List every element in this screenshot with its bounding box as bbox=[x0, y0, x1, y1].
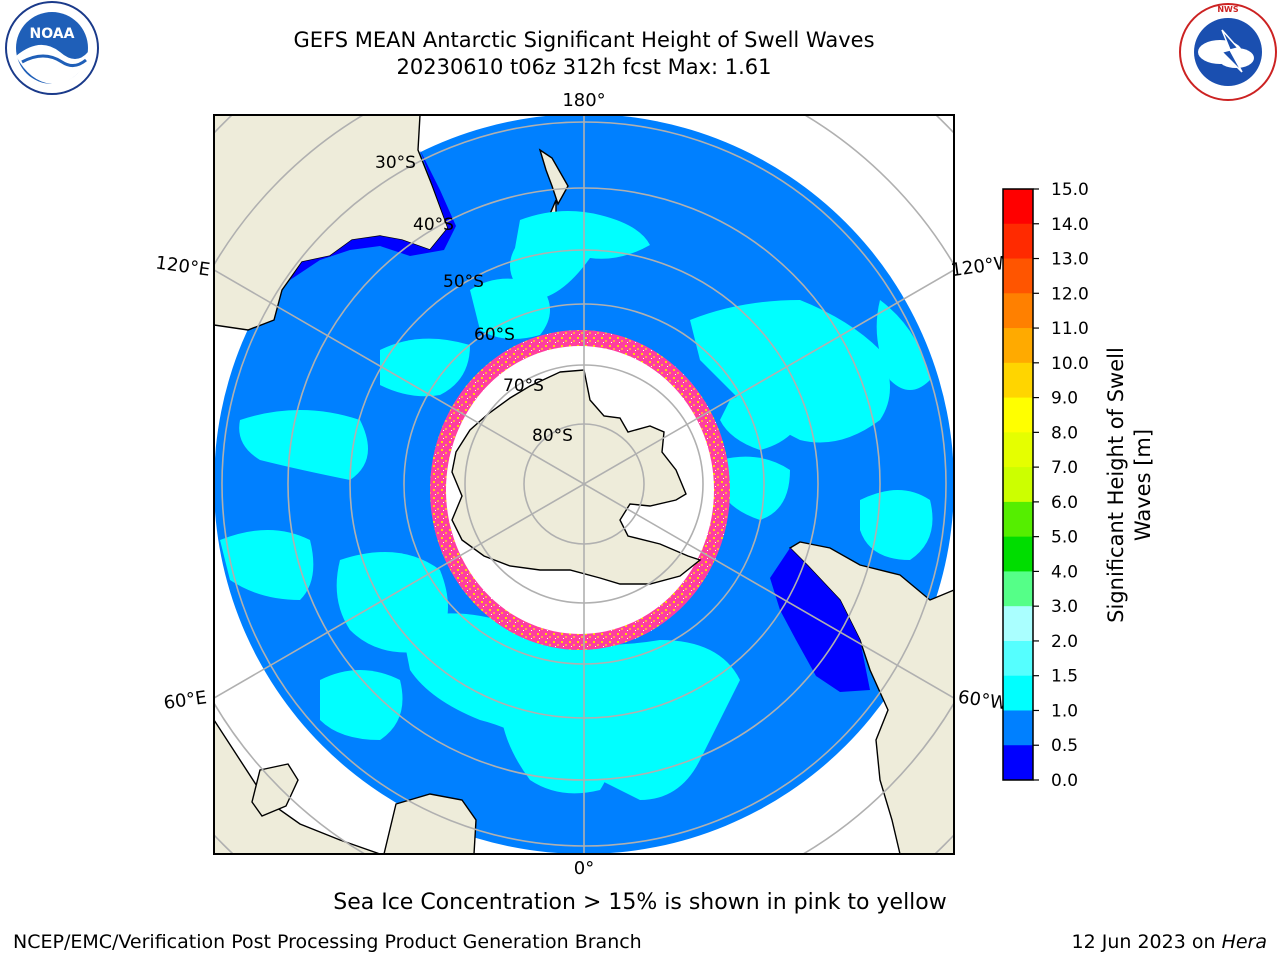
lon-label-0: 0° bbox=[574, 858, 594, 879]
colorbar-tick-label: 4.0 bbox=[1051, 562, 1078, 582]
colorbar-tick-label: 0.5 bbox=[1051, 736, 1078, 756]
colorbar-bin bbox=[1003, 467, 1033, 503]
colorbar-bin bbox=[1003, 362, 1033, 399]
graticule bbox=[214, 115, 954, 854]
colorbar-tick-label: 9.0 bbox=[1051, 389, 1078, 409]
colorbar-bin bbox=[1003, 501, 1033, 538]
colorbar-bin bbox=[1003, 189, 1033, 225]
colorbar: 15.0 14.0 13.0 12.0 11.0 10.0 9.0 8.0 7.0 6.0 5.0 4… bbox=[1002, 180, 1089, 791]
lat-label-50s: 50°S bbox=[443, 272, 484, 292]
colorbar-bin bbox=[1003, 258, 1033, 294]
colorbar-tick-label: 15.0 bbox=[1051, 180, 1089, 200]
noaa-logo-text: NOAA bbox=[30, 26, 75, 42]
land-madagascar bbox=[251, 763, 299, 817]
colorbar-tick-label: 1.5 bbox=[1051, 667, 1078, 687]
lon-label-120e: 120°E bbox=[154, 252, 211, 280]
lon-label-60w: 60°W bbox=[957, 687, 1009, 715]
svg-text:NWS: NWS bbox=[1217, 5, 1239, 14]
footer-date-text: 12 Jun 2023 on bbox=[1071, 931, 1222, 953]
colorbar-tick-label: 13.0 bbox=[1051, 250, 1089, 270]
colorbar-label-line1: Significant Height of Swell bbox=[1104, 347, 1128, 623]
colorbar-tick-label: 2.0 bbox=[1051, 632, 1078, 652]
nws-logo: NWS bbox=[1179, 3, 1277, 101]
colorbar-bin bbox=[1003, 223, 1033, 260]
land-africa bbox=[214, 718, 381, 854]
colorbar-bin bbox=[1003, 640, 1033, 677]
lon-label-60e: 60°E bbox=[162, 687, 208, 714]
colorbar-bin bbox=[1003, 606, 1033, 642]
colorbar-tick-label: 10.0 bbox=[1051, 354, 1089, 374]
colorbar-bin bbox=[1003, 293, 1033, 329]
chart-subtitle: 20230610 t06z 312h fcst Max: 1.61 bbox=[396, 55, 772, 79]
colorbar-bin bbox=[1003, 745, 1033, 781]
colorbar-label-line2: Waves [m] bbox=[1131, 429, 1155, 541]
colorbar-bin bbox=[1003, 710, 1033, 746]
colorbar-frame bbox=[1002, 188, 1034, 781]
colorbar-tick-label: 0.0 bbox=[1051, 771, 1078, 791]
footer-host: Hera bbox=[1221, 931, 1267, 953]
lat-label-70s: 70°S bbox=[503, 376, 544, 396]
lat-label-60s: 60°S bbox=[474, 325, 515, 345]
lat-label-80s: 80°S bbox=[532, 426, 573, 446]
colorbar-bin bbox=[1003, 432, 1033, 468]
colorbar-bin bbox=[1003, 397, 1033, 433]
colorbar-bin bbox=[1003, 536, 1033, 572]
noaa-logo: NOAA bbox=[5, 1, 99, 95]
colorbar-tick-label: 1.0 bbox=[1051, 701, 1078, 721]
colorbar-tick-label: 8.0 bbox=[1051, 423, 1078, 443]
map-frame bbox=[213, 114, 955, 855]
lat-label-30s: 30°S bbox=[375, 153, 416, 173]
colorbar-bin bbox=[1003, 675, 1033, 711]
colorbar-bin bbox=[1003, 328, 1033, 364]
chart-title: GEFS MEAN Antarctic Significant Height o… bbox=[293, 28, 875, 52]
colorbar-bin bbox=[1003, 571, 1033, 607]
colorbar-tick-label: 12.0 bbox=[1051, 284, 1089, 304]
land-antarctica bbox=[451, 369, 702, 585]
footer-credit: NCEP/EMC/Verification Post Processing Pr… bbox=[13, 931, 642, 953]
colorbar-tick-label: 5.0 bbox=[1051, 528, 1078, 548]
footer-date: 12 Jun 2023 on Hera bbox=[1072, 931, 1267, 953]
colorbar-tick-label: 11.0 bbox=[1051, 319, 1089, 339]
low-swell-australia bbox=[290, 150, 456, 280]
colorbar-tick-label: 14.0 bbox=[1051, 215, 1089, 235]
colorbar-tick-label: 7.0 bbox=[1051, 458, 1078, 478]
lat-label-40s: 40°S bbox=[413, 215, 454, 235]
sea-ice-note: Sea Ice Concentration > 15% is shown in … bbox=[333, 890, 947, 915]
lon-label-180: 180° bbox=[562, 90, 605, 111]
colorbar-tick-label: 3.0 bbox=[1051, 597, 1078, 617]
colorbar-tick-label: 6.0 bbox=[1051, 493, 1078, 513]
land-southern-africa-tip bbox=[383, 793, 477, 854]
